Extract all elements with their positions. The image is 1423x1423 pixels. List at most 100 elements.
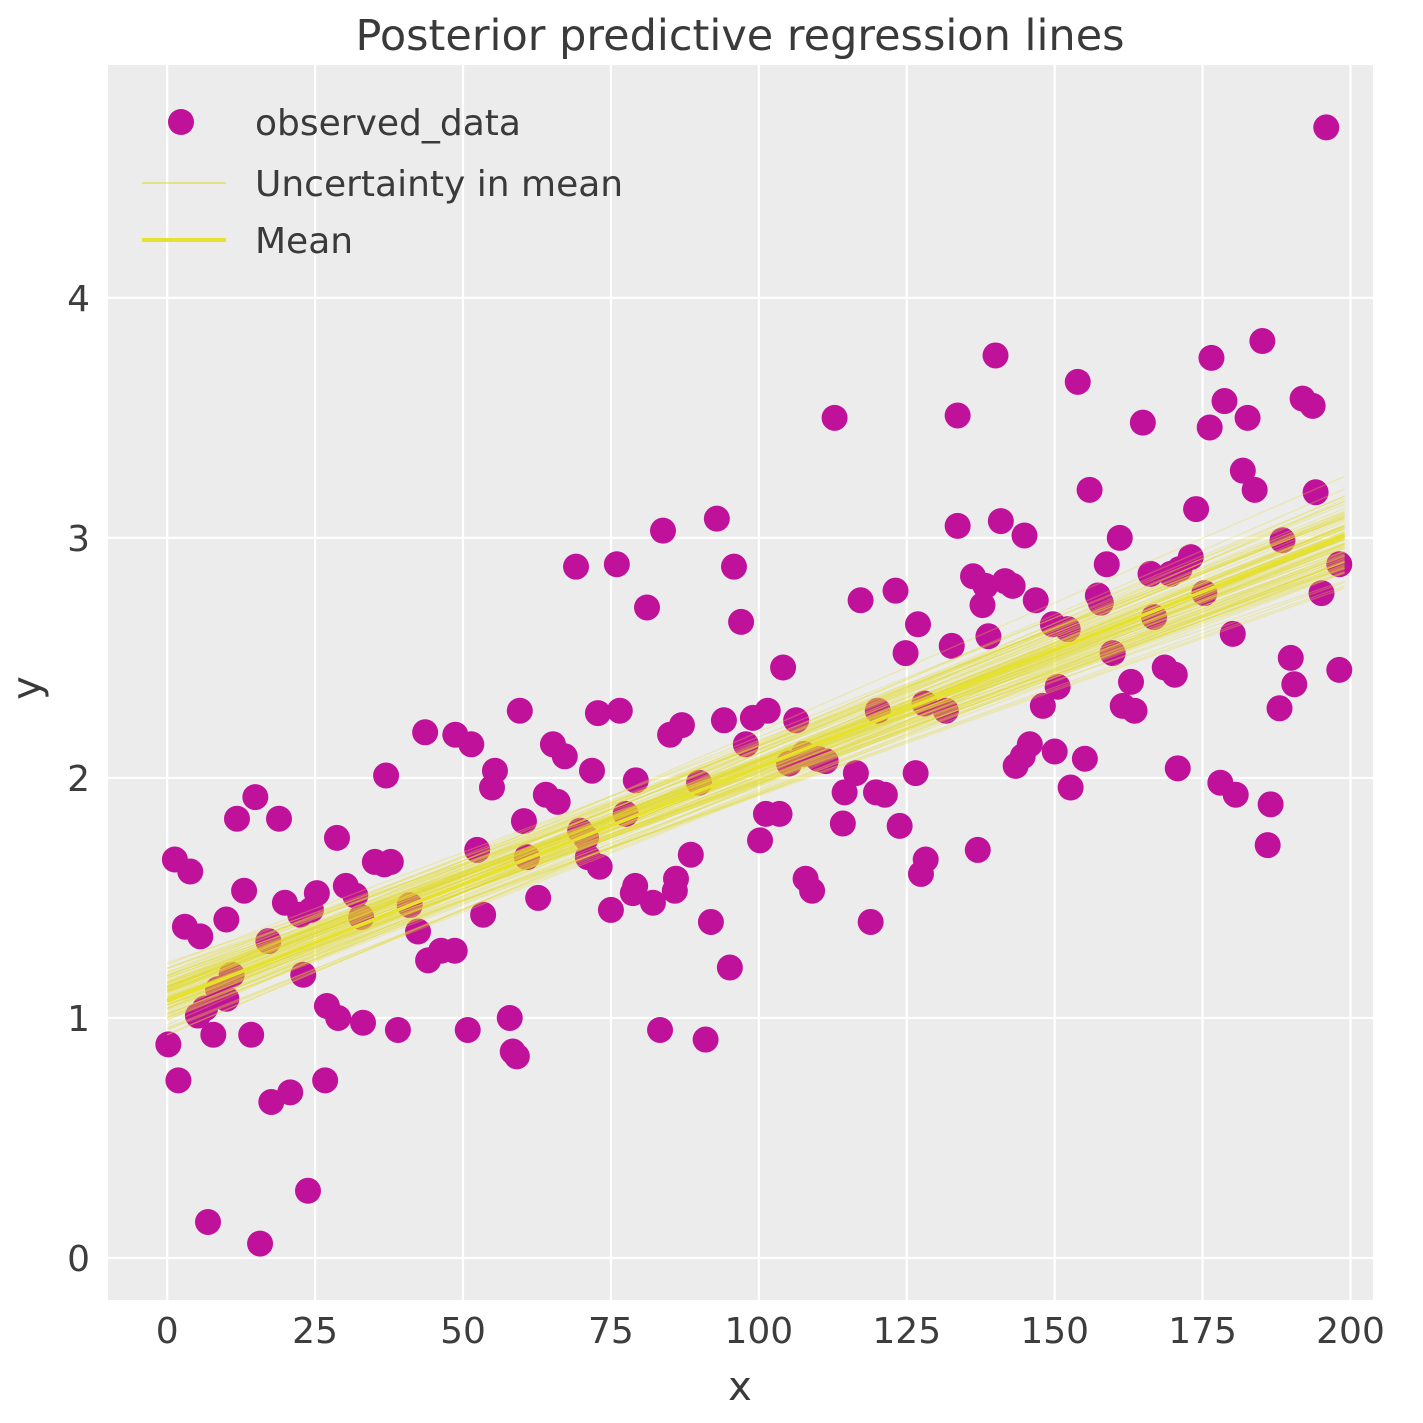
scatter-point: [732, 731, 759, 758]
y-axis-label: y: [4, 676, 50, 700]
scatter-point: [525, 884, 552, 911]
scatter-point: [842, 760, 869, 787]
scatter-point: [255, 928, 282, 955]
scatter-point: [1211, 388, 1238, 415]
scatter-point: [242, 784, 269, 811]
scatter-points: [155, 114, 1353, 1257]
scatter-point: [1277, 644, 1304, 671]
uncertainty-line: [166, 526, 1345, 994]
x-tick-label: 175: [1168, 1311, 1237, 1352]
uncertainty-line: [166, 536, 1345, 1036]
uncertainty-line: [166, 514, 1345, 978]
scatter-point: [668, 712, 695, 739]
scatter-point: [1137, 560, 1164, 587]
scatter-point: [506, 697, 533, 724]
uncertainty-line: [166, 543, 1345, 1006]
uncertainty-line: [166, 561, 1345, 1003]
scatter-point: [1234, 404, 1261, 431]
scatter-point: [551, 743, 578, 770]
scatter-point: [649, 517, 676, 544]
plot-area: [108, 65, 1373, 1300]
scatter-point: [1281, 671, 1308, 698]
uncertainty-line: [166, 566, 1345, 991]
y-tick-label: 3: [67, 519, 90, 560]
scatter-point: [384, 1016, 411, 1043]
y-tick-label: 2: [67, 759, 90, 800]
scatter-point: [303, 880, 330, 907]
scatter-point: [703, 505, 730, 532]
uncertainty-line: [166, 557, 1345, 1006]
scatter-point: [238, 1021, 265, 1048]
scatter-point: [1266, 695, 1293, 722]
scatter-point: [194, 1208, 221, 1235]
scatter-point: [1257, 791, 1284, 818]
scatter-point: [847, 587, 874, 614]
scatter-point: [192, 995, 219, 1022]
uncertainty-line: [166, 533, 1345, 1036]
uncertainty-line: [166, 546, 1345, 1015]
x-tick-label: 75: [588, 1311, 634, 1352]
uncertainty-line: [166, 561, 1345, 999]
scatter-point: [1057, 774, 1084, 801]
uncertainty-line: [166, 532, 1345, 989]
uncertainty-line: [166, 580, 1345, 988]
uncertainty-line: [166, 524, 1345, 992]
scatter-point: [1071, 745, 1098, 772]
x-tick-labels: 0 25 50 75 100 125 150 175 200: [156, 1311, 1385, 1352]
legend-label-uncertainty: Uncertainty in mean: [255, 164, 623, 205]
scatter-point: [1313, 114, 1340, 141]
scatter-point: [938, 632, 965, 659]
scatter-point: [710, 707, 737, 734]
uncertainty-line: [166, 572, 1345, 999]
scatter-point: [325, 1004, 352, 1031]
uncertainty-line: [166, 538, 1345, 1006]
legend-scatter-marker: [168, 109, 194, 135]
scatter-point: [200, 1021, 227, 1048]
scatter-point: [323, 824, 350, 851]
uncertainty-line: [166, 532, 1345, 993]
scatter-point: [544, 788, 571, 815]
scatter-point: [1222, 781, 1249, 808]
scatter-point: [1249, 328, 1276, 355]
uncertainty-line: [166, 519, 1345, 998]
uncertainty-line: [166, 503, 1345, 990]
uncertainty-line: [166, 532, 1345, 987]
scatter-point: [1241, 476, 1268, 503]
scatter-point: [247, 1230, 274, 1257]
scatter-point: [1302, 479, 1329, 506]
scatter-point: [1326, 656, 1353, 683]
scatter-point: [223, 805, 250, 832]
x-tick-label: 125: [872, 1311, 941, 1352]
uncertainty-line: [166, 507, 1345, 993]
scatter-point: [1161, 661, 1188, 688]
scatter-point: [1022, 587, 1049, 614]
scatter-point: [213, 985, 240, 1012]
uncertainty-line: [166, 517, 1345, 977]
uncertainty-line: [166, 567, 1345, 1002]
scatter-point: [265, 805, 292, 832]
mean-line: [166, 533, 1346, 1003]
scatter-point: [964, 836, 991, 863]
uncertainty-line: [166, 517, 1345, 966]
y-tick-label: 0: [67, 1239, 90, 1280]
scatter-point: [464, 836, 491, 863]
scatter-point: [1254, 832, 1281, 859]
uncertainty-line: [166, 567, 1345, 1002]
uncertainty-line: [166, 555, 1345, 989]
scatter-point: [647, 1016, 674, 1043]
uncertainty-line: [166, 495, 1345, 1014]
scatter-point: [1041, 738, 1068, 765]
uncertainty-line: [166, 544, 1345, 1010]
scatter-point: [1229, 457, 1256, 484]
scatter-point: [634, 594, 661, 621]
scatter-point: [510, 808, 537, 835]
scatter-point: [584, 700, 611, 727]
legend: observed_data Uncertainty in mean Mean: [142, 103, 623, 262]
scatter-point: [639, 889, 666, 916]
uncertainty-line: [166, 547, 1345, 983]
scatter-point: [405, 918, 432, 945]
scatter-point: [944, 512, 971, 539]
x-tick-label: 200: [1316, 1311, 1385, 1352]
scatter-point: [1093, 551, 1120, 578]
